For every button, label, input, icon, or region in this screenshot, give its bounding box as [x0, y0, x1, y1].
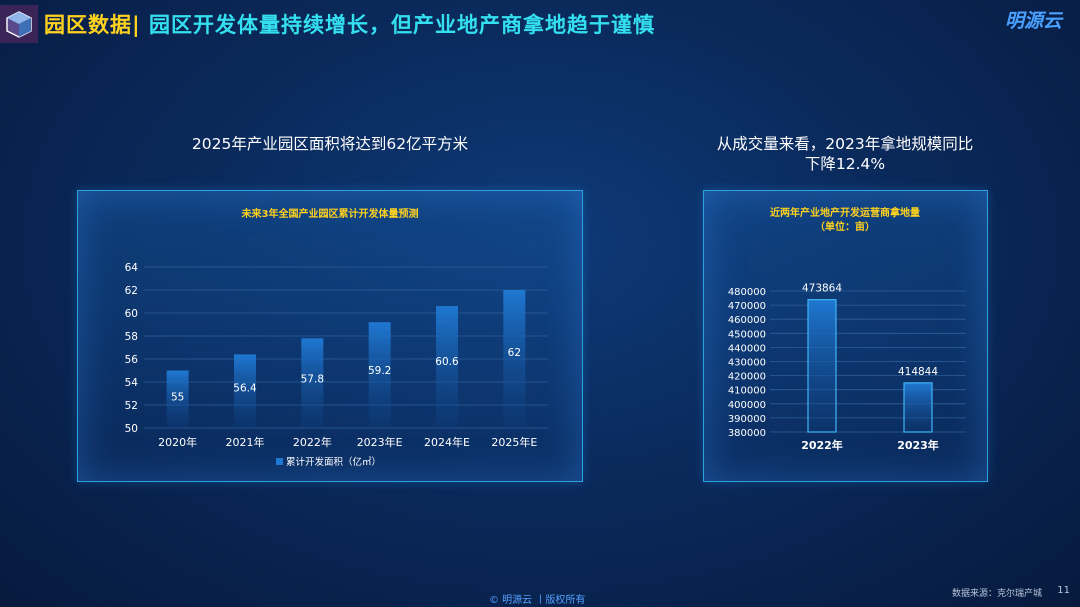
y-tick-label: 420000: [728, 372, 766, 383]
y-tick-label: 460000: [728, 315, 766, 326]
right-section-heading: 从成交量来看，2023年拿地规模同比 下降12.4%: [690, 134, 1000, 174]
data-label: 59.2: [368, 365, 391, 377]
bar: [436, 306, 458, 428]
bar: [301, 338, 324, 428]
right-heading-line-1: 从成交量来看，2023年拿地规模同比: [716, 135, 974, 153]
bar: [903, 382, 933, 433]
data-label: 473864: [802, 283, 842, 295]
copyright: © 明源云 丨版权所有: [489, 595, 586, 606]
page-title-rest: 园区开发体量持续增长，但产业地产商拿地趋于谨慎: [148, 13, 655, 37]
y-tick-label: 440000: [728, 343, 766, 354]
chart-title: 近两年产业地产开发运营商拿地量: [770, 206, 920, 219]
y-tick-label: 54: [125, 377, 139, 389]
x-tick-label: 2023年E: [357, 435, 403, 449]
left-bar-chart: 未来3年全国产业园区累计开发体量预测 50 52 54 56 58 60 62 64 55 2020…: [125, 207, 548, 468]
right-heading-line-2: 下降12.4%: [804, 155, 886, 173]
x-tick-label: 2021年: [226, 435, 265, 449]
data-label: 55: [171, 391, 184, 403]
y-tick-label: 400000: [728, 400, 766, 411]
bar: [807, 299, 837, 433]
x-tick-label: 2020年: [158, 435, 197, 449]
bar: [368, 322, 391, 428]
bar: [166, 370, 189, 428]
logo-icon: [0, 5, 38, 43]
left-section-heading: 2025年产业园区面积将达到62亿平方米: [191, 135, 469, 153]
x-tick-label: 2023年: [897, 438, 939, 452]
right-bar-chart: 近两年产业地产开发运营商拿地量（单位：亩） 380000 390000 400000 4…: [728, 206, 966, 452]
y-tick-label: 390000: [728, 414, 766, 425]
y-tick-label: 410000: [728, 386, 766, 397]
bar: [503, 290, 526, 428]
y-tick-label: 56: [125, 354, 139, 366]
bar: [234, 354, 256, 428]
page-title: 园区数据| 园区开发体量持续增长，但产业地产商拿地趋于谨慎: [44, 9, 655, 39]
y-tick-label: 480000: [728, 287, 766, 298]
data-source: 数据来源：克尔瑞产城: [951, 589, 1042, 599]
x-tick-label: 2022年: [801, 438, 843, 452]
data-label: 62: [508, 347, 521, 359]
y-tick-label: 60: [125, 308, 138, 320]
data-label: 414844: [898, 366, 938, 378]
legend-label: 累计开发面积（亿㎡）: [286, 456, 381, 468]
data-label: 60.6: [435, 356, 459, 368]
data-label: 56.4: [233, 383, 257, 395]
x-tick-label: 2022年: [293, 435, 332, 449]
left-chart-panel: 未来3年全国产业园区累计开发体量预测 50 52 54 56 58 60 62 64 55 2020…: [77, 190, 583, 482]
y-tick-label: 380000: [728, 428, 766, 439]
y-tick-label: 52: [125, 400, 138, 412]
y-tick-label: 470000: [728, 301, 766, 312]
y-tick-label: 62: [125, 285, 138, 297]
chart-title: 未来3年全国产业园区累计开发体量预测: [241, 207, 419, 220]
x-tick-label: 2025年E: [491, 435, 537, 449]
page-title-lead: 园区数据|: [44, 13, 141, 37]
legend-swatch: [276, 458, 283, 465]
data-label: 57.8: [301, 374, 324, 386]
chart-subtitle: （单位：亩）: [815, 220, 875, 233]
y-tick-label: 430000: [728, 358, 766, 369]
y-tick-label: 450000: [728, 329, 766, 340]
y-tick-label: 64: [125, 262, 139, 274]
x-tick-label: 2024年E: [424, 435, 470, 449]
y-tick-label: 50: [125, 423, 138, 435]
page-number: 11: [1057, 585, 1070, 596]
brand-logo: 明源云: [1004, 10, 1062, 32]
right-chart-panel: 近两年产业地产开发运营商拿地量 （单位：亩） 380000 390000 400000 4…: [703, 190, 988, 482]
y-tick-label: 58: [125, 331, 138, 343]
